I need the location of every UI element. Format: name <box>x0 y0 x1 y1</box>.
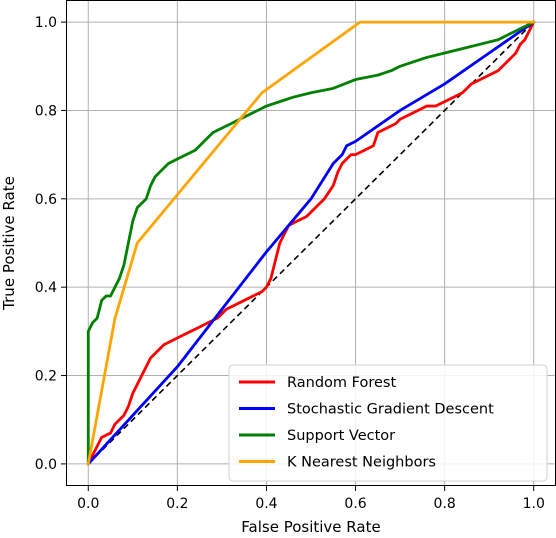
x-tick-label: 0.8 <box>434 496 456 512</box>
y-tick-label: 0.4 <box>35 280 57 296</box>
legend-label-stochastic-gradient-descent: Stochastic Gradient Descent <box>287 402 494 418</box>
x-tick-label: 1.0 <box>523 496 545 512</box>
stochastic-gradient-descent-line <box>86 20 536 466</box>
legend-label-k-nearest-neighbors: K Nearest Neighbors <box>287 455 436 471</box>
x-tick-label: 0.6 <box>344 496 366 512</box>
y-tick-label: 0.8 <box>35 103 57 119</box>
legend-label-random-forest: Random Forest <box>287 375 396 391</box>
x-axis-title: False Positive Rate <box>241 518 380 536</box>
k-nearest-neighbors-line <box>86 20 536 466</box>
legend-label-support-vector: Support Vector <box>287 428 395 444</box>
random-forest-line <box>86 20 536 466</box>
legend-box <box>228 364 548 482</box>
x-tick-label: 0.0 <box>77 496 99 512</box>
support-vector-line <box>86 20 536 466</box>
x-tick-label: 0.4 <box>255 496 277 512</box>
y-tick-label: 0.0 <box>35 457 57 473</box>
y-tick-label: 0.2 <box>35 369 57 385</box>
x-tick-label: 0.2 <box>166 496 188 512</box>
grid-layer <box>66 0 556 486</box>
series-layer <box>86 20 536 466</box>
legend: Random Forest Stochastic Gradient Descent… <box>228 364 548 482</box>
y-axis-title: True Positive Rate <box>0 176 18 311</box>
y-tick-label: 1.0 <box>35 15 57 31</box>
ticks-layer: 0.0 0.2 0.4 0.6 0.8 1.0 0.0 0.2 0.4 0.6 0.8 1.0 <box>35 15 545 512</box>
y-tick-label: 0.6 <box>35 192 57 208</box>
